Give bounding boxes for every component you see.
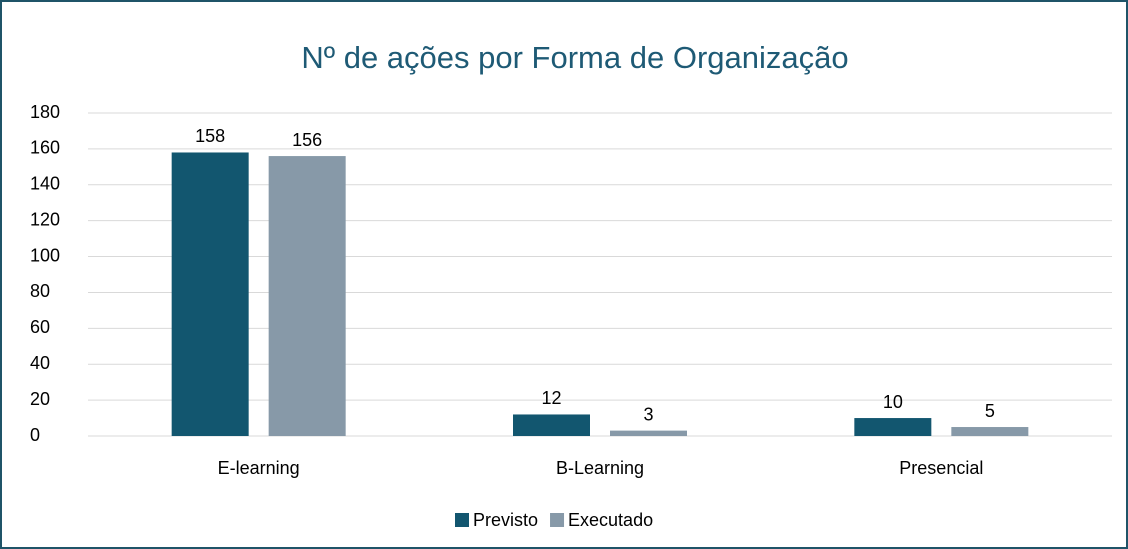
x-tick-label: B-Learning — [556, 458, 644, 478]
y-tick-label: 120 — [30, 209, 60, 229]
legend-swatch — [455, 513, 469, 527]
x-tick-label: E-learning — [218, 458, 300, 478]
legend-label: Previsto — [473, 510, 538, 530]
data-label: 156 — [292, 130, 322, 150]
y-tick-label: 160 — [30, 138, 60, 158]
x-tick-label: Presencial — [899, 458, 983, 478]
data-label: 3 — [643, 404, 653, 424]
y-tick-label: 80 — [30, 281, 50, 301]
y-tick-label: 100 — [30, 245, 60, 265]
data-label: 10 — [883, 392, 903, 412]
data-label: 12 — [541, 388, 561, 408]
bar — [854, 418, 932, 436]
y-tick-label: 40 — [30, 353, 50, 373]
y-tick-label: 0 — [30, 425, 40, 445]
legend-swatch — [550, 513, 565, 527]
y-tick-label: 140 — [30, 174, 60, 194]
bar — [610, 430, 687, 436]
y-tick-label: 180 — [30, 102, 60, 122]
bar — [268, 156, 346, 437]
bar — [951, 427, 1029, 436]
bar — [513, 414, 590, 436]
data-label: 158 — [195, 126, 225, 146]
y-tick-label: 20 — [30, 389, 50, 409]
y-tick-label: 60 — [30, 317, 50, 337]
chart-title: Nº de ações por Forma de Organização — [301, 40, 848, 75]
data-label: 5 — [985, 401, 995, 421]
legend-label: Executado — [568, 510, 653, 530]
bar — [171, 152, 249, 436]
